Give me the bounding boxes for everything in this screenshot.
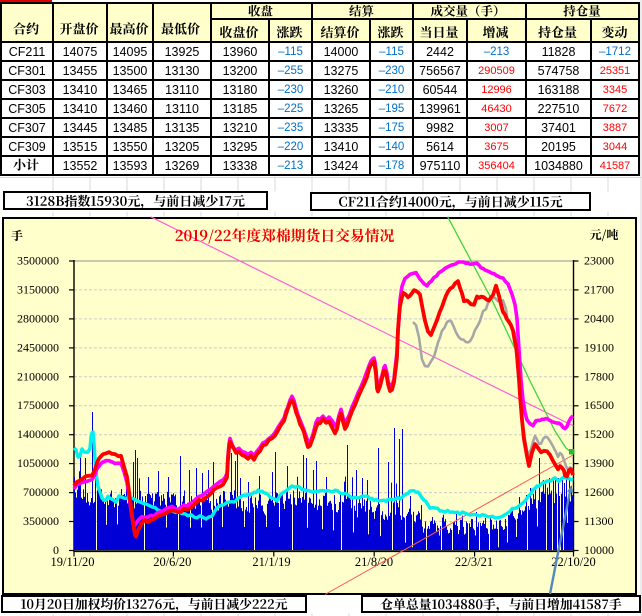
svg-text:21/8/20: 21/8/20 — [355, 555, 393, 569]
svg-text:19100: 19100 — [584, 340, 614, 354]
svg-text:3500000: 3500000 — [17, 254, 59, 268]
svg-text:19/11/20: 19/11/20 — [51, 555, 95, 569]
svg-text:0: 0 — [53, 543, 59, 557]
svg-text:10000: 10000 — [584, 543, 614, 557]
svg-text:22/10/20: 22/10/20 — [551, 555, 595, 569]
svg-text:16500: 16500 — [584, 398, 614, 412]
svg-text:3150000: 3150000 — [17, 282, 59, 296]
svg-text:2800000: 2800000 — [17, 311, 59, 325]
svg-text:11300: 11300 — [584, 514, 614, 528]
svg-text:22/3/21: 22/3/21 — [455, 555, 493, 569]
svg-text:700000: 700000 — [23, 485, 59, 499]
svg-text:13900: 13900 — [584, 456, 614, 470]
svg-text:21/1/19: 21/1/19 — [252, 555, 290, 569]
svg-text:12600: 12600 — [584, 485, 614, 499]
svg-text:1400000: 1400000 — [17, 427, 59, 441]
svg-text:350000: 350000 — [23, 514, 59, 528]
svg-text:1750000: 1750000 — [17, 398, 59, 412]
svg-text:2450000: 2450000 — [17, 340, 59, 354]
svg-text:1050000: 1050000 — [17, 456, 59, 470]
svg-text:17800: 17800 — [584, 369, 614, 383]
svg-text:21700: 21700 — [584, 282, 614, 296]
svg-text:20/6/20: 20/6/20 — [153, 555, 191, 569]
svg-text:15200: 15200 — [584, 427, 614, 441]
svg-text:20400: 20400 — [584, 311, 614, 325]
svg-text:2100000: 2100000 — [17, 369, 59, 383]
svg-text:23000: 23000 — [584, 254, 614, 268]
